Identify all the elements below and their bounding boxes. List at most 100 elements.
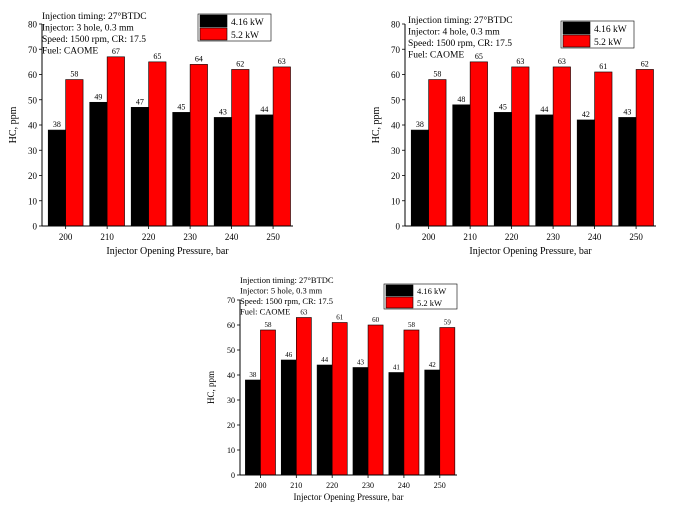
bar-value-label: 58 xyxy=(70,70,78,79)
bar-value-label: 44 xyxy=(540,105,548,114)
bar-high-load xyxy=(331,322,348,476)
x-tick-label: 250 xyxy=(629,232,643,242)
bar-value-label: 58 xyxy=(408,321,416,329)
bar-low-load xyxy=(245,379,261,476)
bar-high-load xyxy=(189,64,208,227)
bar-high-load xyxy=(367,324,384,476)
bar-low-load xyxy=(424,369,441,476)
legend-label: 5.2 kW xyxy=(417,298,442,308)
x-tick-label: 250 xyxy=(434,481,446,490)
x-tick-label: 230 xyxy=(183,232,197,242)
legend-box xyxy=(197,13,272,42)
x-tick-label: 220 xyxy=(326,481,338,490)
legend-swatch xyxy=(562,34,591,48)
x-tick-label: 230 xyxy=(362,481,374,490)
bar-high-load xyxy=(296,317,312,476)
y-tick-label: 30 xyxy=(227,396,235,405)
legend-label: 4.16 kW xyxy=(231,18,264,28)
bar-value-label: 43 xyxy=(623,107,631,116)
y-axis-title: HC, ppm xyxy=(8,106,19,143)
bar-value-label: 63 xyxy=(300,309,308,317)
y-tick-label: 70 xyxy=(28,45,38,55)
bar-value-label: 60 xyxy=(372,316,380,324)
legend-swatch xyxy=(562,21,591,35)
y-tick-label: 20 xyxy=(391,171,401,181)
y-tick-label: 80 xyxy=(391,20,401,30)
bar-value-label: 44 xyxy=(260,105,268,114)
bar-high-load xyxy=(403,329,420,476)
bar-high-load xyxy=(260,329,276,476)
x-axis-title: Injector Opening Pressure, bar xyxy=(469,246,592,257)
bar-value-label: 41 xyxy=(393,364,401,372)
bar-value-label: 67 xyxy=(112,47,120,56)
legend-box xyxy=(560,20,635,49)
x-tick-label: 230 xyxy=(546,232,560,242)
y-tick-label: 0 xyxy=(33,222,38,232)
y-tick-label: 20 xyxy=(28,171,38,181)
x-tick-label: 200 xyxy=(59,232,73,242)
bar-value-label: 64 xyxy=(195,54,203,63)
legend-swatch xyxy=(385,284,414,297)
bar-low-load xyxy=(535,114,554,227)
bar-value-label: 45 xyxy=(499,102,507,111)
bar-high-load xyxy=(511,66,530,227)
legend-label: 4.16 kW xyxy=(417,286,446,296)
bar-value-label: 38 xyxy=(53,120,61,129)
bar-value-label: 38 xyxy=(416,120,424,129)
bar-value-label: 62 xyxy=(641,59,649,68)
y-axis-title: HC, ppm xyxy=(371,106,382,143)
annotation-line: Injection timing: 27°BTDC xyxy=(408,15,513,26)
bar-value-label: 65 xyxy=(153,52,161,61)
annotation-line: Injector: 4 hole, 0.3 mm xyxy=(408,28,500,38)
bar-value-label: 46 xyxy=(285,351,293,359)
legend-label: 5.2 kW xyxy=(594,38,622,48)
bar-value-label: 61 xyxy=(336,314,344,322)
bar-value-label: 38 xyxy=(249,371,257,379)
bar-value-label: 63 xyxy=(516,57,524,66)
x-tick-label: 250 xyxy=(266,232,280,242)
bar-value-label: 62 xyxy=(236,59,244,68)
annotation-line: Fuel: CAOME xyxy=(408,51,464,61)
bar-low-load xyxy=(618,117,637,227)
bar-value-label: 49 xyxy=(94,92,102,101)
legend-swatch xyxy=(199,14,228,28)
bar-value-label: 45 xyxy=(177,102,185,111)
legend-swatch xyxy=(385,296,414,309)
y-tick-label: 0 xyxy=(396,222,401,232)
y-tick-label: 40 xyxy=(227,371,235,380)
bar-high-load xyxy=(106,56,125,227)
annotation-line: Speed: 1500 rpm, CR: 17.5 xyxy=(42,35,146,45)
y-tick-label: 60 xyxy=(227,321,235,330)
bar-low-load xyxy=(352,367,369,476)
y-tick-label: 70 xyxy=(391,45,401,55)
bar-low-load xyxy=(410,129,429,227)
bar-high-load xyxy=(272,66,291,227)
bar-value-label: 58 xyxy=(264,321,272,329)
annotation-line: Injection timing: 27°BTDC xyxy=(42,11,147,22)
annotation-line: Fuel: CAOME xyxy=(42,47,98,57)
y-tick-label: 0 xyxy=(231,471,235,480)
bar-high-load xyxy=(428,79,447,227)
x-tick-label: 240 xyxy=(225,232,239,242)
bar-low-load xyxy=(172,112,191,227)
y-tick-label: 80 xyxy=(28,20,38,30)
x-tick-label: 220 xyxy=(142,232,156,242)
bar-low-load xyxy=(47,129,66,227)
legend-box xyxy=(383,283,458,310)
x-tick-label: 200 xyxy=(254,481,266,490)
y-tick-label: 40 xyxy=(391,121,401,131)
x-tick-label: 210 xyxy=(290,481,302,490)
legend-swatch xyxy=(199,27,228,41)
y-tick-label: 30 xyxy=(391,146,401,156)
y-tick-label: 10 xyxy=(391,196,401,206)
bar-low-load xyxy=(316,364,333,476)
annotation-line: Fuel: CAOME xyxy=(240,307,290,317)
bar-value-label: 61 xyxy=(599,62,607,71)
bar-low-load xyxy=(130,107,149,227)
x-tick-label: 210 xyxy=(463,232,477,242)
y-tick-label: 60 xyxy=(28,70,38,80)
bar-low-load xyxy=(213,117,232,227)
bar-value-label: 43 xyxy=(219,107,227,116)
